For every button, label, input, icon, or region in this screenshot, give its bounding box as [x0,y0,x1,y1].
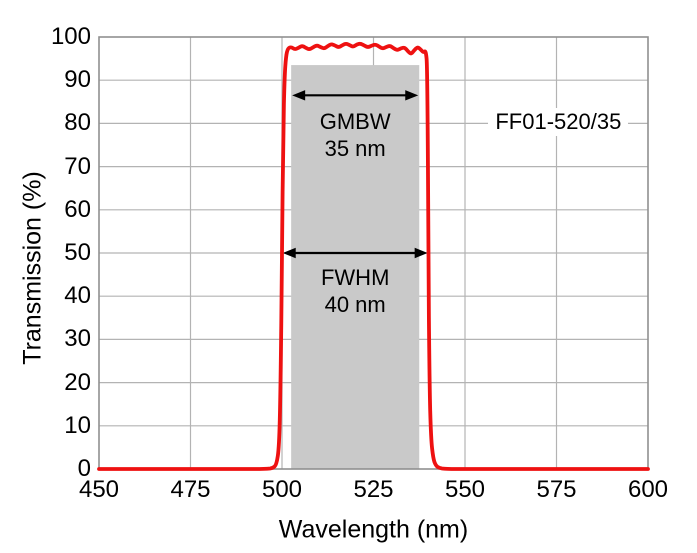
gmbw-arrow-right-head [405,90,419,101]
x-tick-label-500: 500 [261,476,303,503]
y-tick-label-40: 40 [64,282,91,310]
y-tick-label-70: 70 [64,152,91,180]
y-tick-label-80: 80 [64,109,91,137]
x-axis-title: Wavelength (nm) [278,515,469,544]
gmbw-annotation-label: GMBW [319,109,391,135]
gmbw-annotation-value: 35 nm [324,136,386,162]
x-tick-label-525: 525 [353,476,394,503]
x-tick-label-550: 550 [444,476,486,503]
fwhm-arrow [282,247,428,259]
fwhm-annotation: FWHM 40 nm [321,264,389,318]
gmbw-arrow [292,90,419,101]
transmission-curve [97,41,650,471]
fwhm-arrow-left-head [282,247,296,259]
x-tick-label-600: 600 [627,476,669,503]
y-tick-label-30: 30 [64,325,91,353]
y-tick-label-0: 0 [77,455,91,482]
y-tick-label-60: 60 [64,195,91,223]
x-tick-label-475: 475 [170,476,211,503]
x-tick-label-575: 575 [536,476,577,503]
y-tick-label-90: 90 [64,66,91,94]
filter-part-number-label: FF01-520/35 [488,108,629,137]
fwhm-annotation-value: 40 nm [324,292,386,318]
y-tick-label-10: 10 [64,411,91,439]
fwhm-annotation-label: FWHM [320,265,390,291]
y-tick-label-50: 50 [64,239,91,266]
gmbw-annotation: GMBW 35 nm [320,108,391,162]
gmbw-band [291,65,420,469]
plot-border [98,36,649,470]
y-tick-label-100: 100 [50,23,91,50]
gmbw-arrow-left-head [292,90,306,101]
fwhm-arrow-right-head [414,247,428,259]
x-tick-label-450: 450 [78,476,120,503]
y-tick-label-20: 20 [64,368,91,396]
